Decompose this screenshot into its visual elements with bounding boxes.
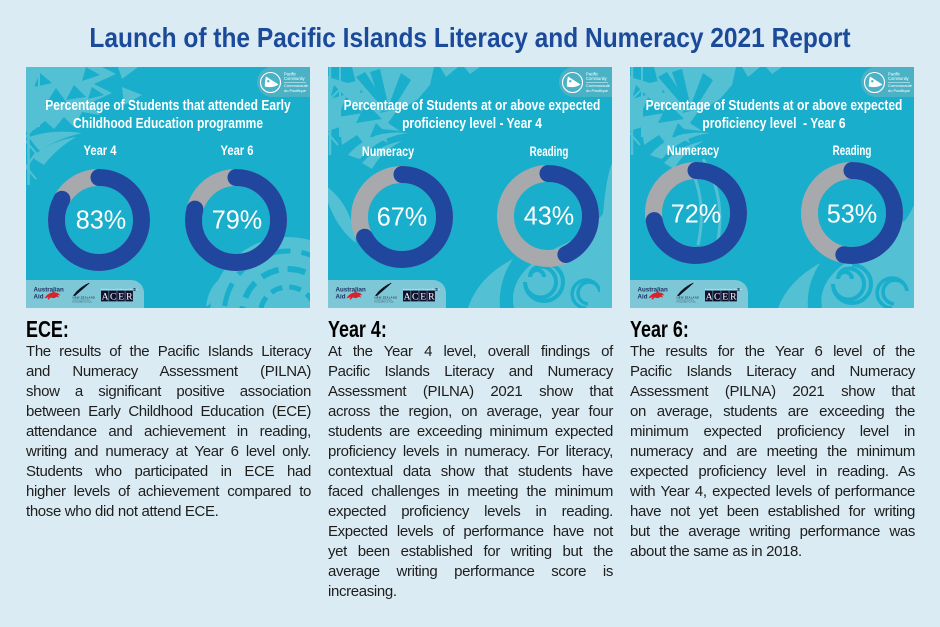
svg-text:Australian: Australian (34, 287, 64, 294)
svg-text:C: C (714, 291, 720, 302)
svg-text:NEW ZEALAND: NEW ZEALAND (73, 296, 96, 300)
svg-text:Foreign Affairs & Trade: Foreign Affairs & Trade (677, 301, 696, 304)
svg-text:R: R (126, 291, 133, 302)
svg-text:E: E (420, 291, 426, 302)
svg-text:Community: Community (888, 76, 910, 81)
svg-text:Australian Council for Educati: Australian Council for Educational Resea… (101, 288, 138, 291)
svg-text:Communauté: Communauté (284, 83, 309, 88)
svg-text:Aid: Aid (638, 293, 648, 300)
svg-text:Aid: Aid (336, 293, 346, 300)
svg-text:C: C (412, 291, 418, 302)
svg-text:Community: Community (586, 76, 608, 81)
svg-text:Australian Council for Educati: Australian Council for Educational Resea… (403, 288, 440, 291)
svg-text:NEW ZEALAND: NEW ZEALAND (677, 296, 700, 300)
svg-text:A: A (404, 291, 411, 302)
svg-text:du Pacifique: du Pacifique (586, 88, 609, 93)
svg-text:Foreign Affairs & Trade: Foreign Affairs & Trade (73, 301, 92, 304)
svg-text:du Pacifique: du Pacifique (284, 88, 307, 93)
svg-text:A: A (706, 291, 713, 302)
svg-text:Pacific: Pacific (586, 72, 598, 77)
svg-text:Australian: Australian (638, 287, 668, 294)
svg-text:Australian: Australian (336, 287, 366, 294)
svg-text:A: A (102, 291, 109, 302)
svg-text:R: R (428, 291, 435, 302)
svg-text:Communauté: Communauté (586, 83, 611, 88)
svg-text:C: C (110, 291, 116, 302)
svg-text:E: E (722, 291, 728, 302)
svg-text:R: R (730, 291, 737, 302)
svg-text:Aid: Aid (34, 293, 44, 300)
svg-text:Foreign Affairs & Trade: Foreign Affairs & Trade (375, 301, 394, 304)
svg-text:Community: Community (284, 76, 306, 81)
svg-text:Pacific: Pacific (284, 72, 296, 77)
svg-text:Pacific: Pacific (888, 72, 900, 77)
svg-text:Australian Council for Educati: Australian Council for Educational Resea… (705, 288, 742, 291)
svg-text:NEW ZEALAND: NEW ZEALAND (375, 296, 398, 300)
svg-text:du Pacifique: du Pacifique (888, 88, 911, 93)
svg-text:Communauté: Communauté (888, 83, 913, 88)
svg-text:E: E (118, 291, 124, 302)
